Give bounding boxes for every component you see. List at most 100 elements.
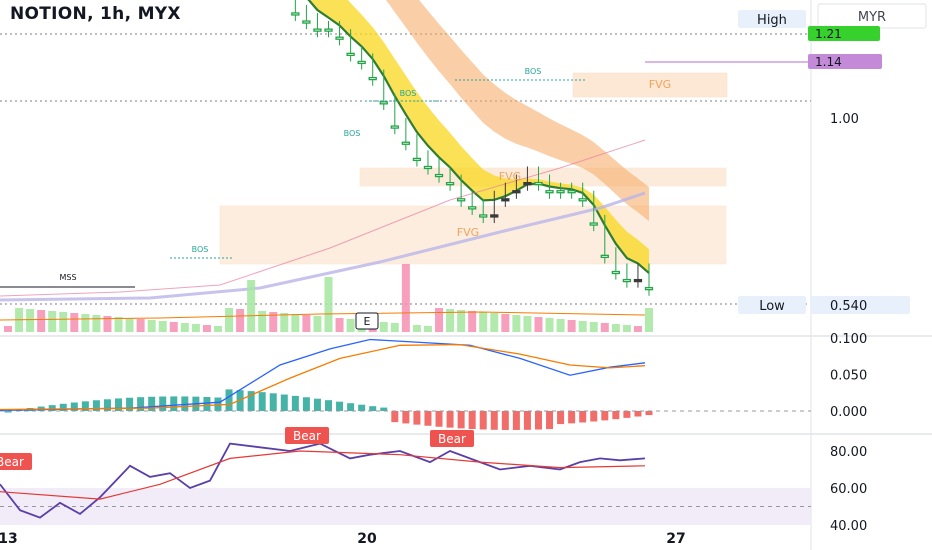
volume-bar <box>556 319 565 332</box>
volume-bar <box>435 308 444 332</box>
rsi-line <box>0 442 646 519</box>
fvg-label: FVG <box>649 78 671 91</box>
volume-bar <box>457 310 466 332</box>
volume-bar <box>633 326 642 332</box>
volume-bar <box>512 315 521 332</box>
ema-band <box>308 0 649 274</box>
macd-histogram-bar <box>391 411 399 423</box>
macd-histogram-bar <box>380 407 388 411</box>
volume-bar <box>269 312 278 332</box>
macd-histogram-bar <box>557 411 565 425</box>
candle-body <box>578 198 587 202</box>
candle-body <box>589 222 598 226</box>
macd-histogram-bar <box>81 401 89 411</box>
candle-body <box>434 173 444 178</box>
macd-tick-label: 0.100 <box>830 332 867 347</box>
candle-body <box>324 28 333 32</box>
volume-bar <box>346 319 355 332</box>
candle-body <box>379 101 388 105</box>
candle-body <box>302 20 311 24</box>
rsi-tick-label: 40.00 <box>830 519 867 534</box>
volume-bar <box>589 322 598 332</box>
candle-body <box>445 181 455 186</box>
macd-histogram-bar <box>568 411 576 424</box>
macd-histogram-bar <box>623 411 631 418</box>
sma-line <box>0 191 646 302</box>
candle-body <box>401 141 411 145</box>
volume-bar <box>523 316 532 332</box>
macd-histogram-bar <box>490 411 498 430</box>
macd-histogram-bar <box>258 392 266 411</box>
macd-histogram-bar <box>358 404 366 411</box>
candle-body <box>456 198 466 202</box>
volume-bar <box>401 264 410 332</box>
macd-histogram-bar <box>313 398 321 411</box>
macd-histogram-bar <box>612 411 620 420</box>
macd-histogram-bar <box>214 397 222 411</box>
candle-body <box>534 181 543 186</box>
volume-bar <box>258 311 267 332</box>
macd-histogram-bar <box>457 411 465 429</box>
candle-body <box>644 287 654 291</box>
macd-histogram-bar <box>325 400 332 411</box>
low-value-label: 0.540 <box>830 299 867 314</box>
fvg-label: FVG <box>499 170 521 183</box>
volume-bar <box>48 311 57 332</box>
volume-bar <box>611 324 620 332</box>
candle-body <box>357 60 366 65</box>
candle-body <box>468 206 477 210</box>
volume-bar <box>70 313 79 332</box>
macd-histogram-bar <box>424 411 432 426</box>
volume-bar <box>534 317 543 332</box>
rsi-ma-line <box>0 450 646 500</box>
macd-histogram-bar <box>546 411 554 430</box>
macd-histogram-bar <box>92 400 100 411</box>
bear-label: Bear <box>438 432 466 446</box>
volume-bar <box>169 322 178 332</box>
y-tick-label: 1.00 <box>830 112 859 127</box>
candle-body <box>567 190 576 194</box>
volume-bar <box>225 308 234 332</box>
macd-histogram-bar <box>446 411 454 428</box>
candle-body <box>523 181 532 186</box>
macd-tick-label: 0.000 <box>830 405 867 420</box>
volume-bar <box>600 323 609 332</box>
signal-line <box>0 343 646 411</box>
volume-bar <box>423 326 432 332</box>
candle-body <box>512 190 521 194</box>
candle-body <box>412 157 422 162</box>
earnings-label: E <box>364 315 371 328</box>
earnings-marker <box>355 312 379 330</box>
candle-body <box>545 190 554 194</box>
candle-body <box>335 36 344 40</box>
macd-histogram-bar <box>634 411 642 417</box>
chart-title: NOTION, 1h, MYX <box>10 4 181 24</box>
candle-body <box>600 254 609 259</box>
volume-bar <box>114 317 123 332</box>
volume-bar <box>412 325 421 332</box>
bear-label-box <box>430 430 474 447</box>
volume-bar <box>313 316 322 332</box>
volume-bar <box>324 277 333 332</box>
low-badge <box>738 296 806 314</box>
candle-body <box>501 198 510 202</box>
level-price-label: 1.14 <box>815 55 842 69</box>
volume-bar <box>379 322 388 332</box>
volume-ma-line <box>0 311 646 321</box>
volume-bar <box>490 313 499 332</box>
volume-bar <box>59 312 68 332</box>
macd-histogram-bar <box>269 393 277 411</box>
macd-histogram-bar <box>523 411 531 430</box>
volume-bar <box>180 323 189 332</box>
macd-histogram-bar <box>579 411 587 423</box>
volume-bar <box>578 321 587 332</box>
candle-body <box>390 125 399 129</box>
macd-histogram-bar <box>170 396 178 411</box>
macd-histogram-bar <box>59 403 67 411</box>
candle-body <box>346 52 355 57</box>
bos-label: BOS <box>344 129 361 138</box>
volume-bar <box>236 309 245 332</box>
volume-bar <box>567 320 576 332</box>
macd-histogram-bar <box>148 396 156 411</box>
